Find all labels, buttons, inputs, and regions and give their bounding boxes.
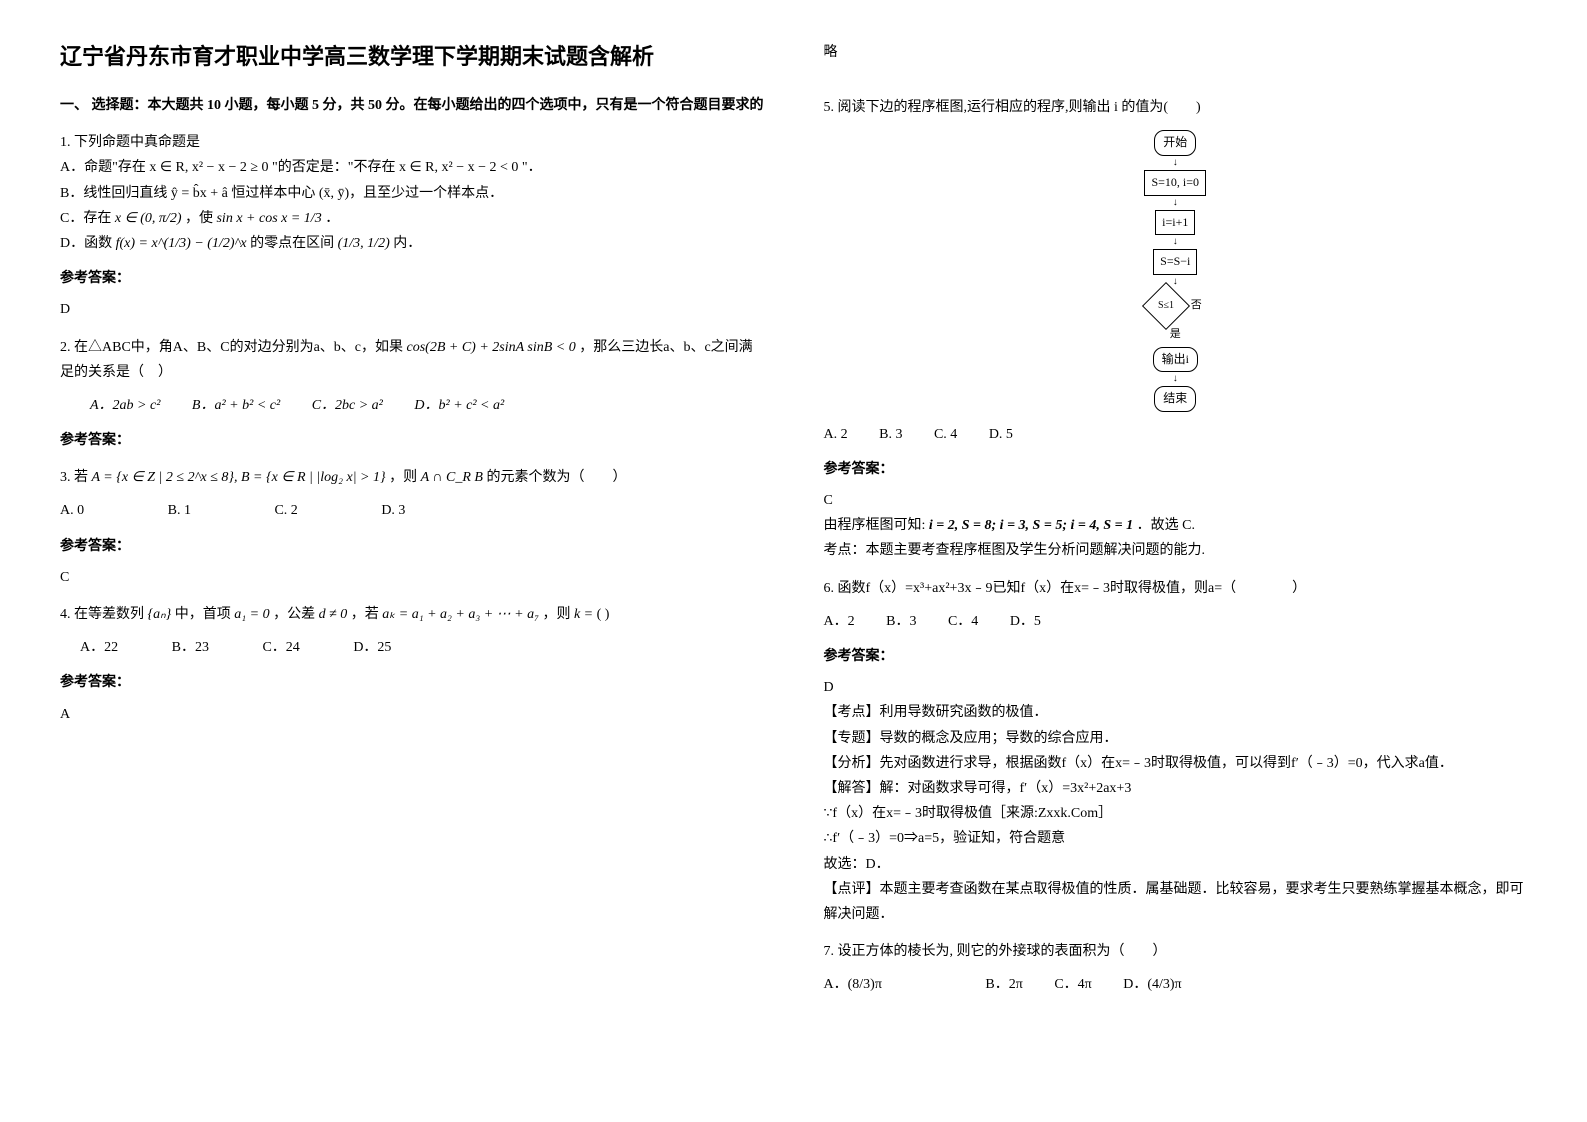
q5-opt-b: B. 3 bbox=[879, 422, 902, 447]
arrow-icon: ↓ bbox=[1173, 158, 1178, 168]
q1-opt-d: D．函数 f(x) = x^(1/3) − (1/2)^x 的零点在区间 (1/… bbox=[60, 231, 764, 256]
q6-opt-b: B．3 bbox=[886, 609, 916, 634]
fc-inc: i=i+1 bbox=[1155, 210, 1195, 236]
q7-opt-d: D．(4/3)π bbox=[1123, 972, 1181, 997]
q2-opt-b: B．a² + b² < c² bbox=[192, 393, 280, 418]
q4-answer: A bbox=[60, 702, 764, 727]
q6-l1: 【考点】利用导数研究函数的极值． bbox=[824, 700, 1528, 725]
q5-options: A. 2 B. 3 C. 4 D. 5 bbox=[824, 422, 1528, 447]
q3-answer-label: 参考答案： bbox=[60, 534, 764, 559]
q2-opt-d: D．b² + c² < a² bbox=[414, 393, 504, 418]
q3-opt-c: C. 2 bbox=[274, 498, 297, 523]
q3-stem: 3. 若 A = {x ∈ Z | 2 ≤ 2^x ≤ 8}, B = {x ∈… bbox=[60, 465, 764, 490]
q6-answer: D bbox=[824, 675, 1528, 700]
q5-stem: 5. 阅读下边的程序框图,运行相应的程序,则输出 i 的值为( ) bbox=[824, 95, 1528, 120]
flowchart: 开始 ↓ S=10, i=0 ↓ i=i+1 ↓ S=S−i ↓ S≤1 否 是… bbox=[824, 130, 1528, 411]
fc-end: 结束 bbox=[1154, 386, 1196, 412]
question-4: 4. 在等差数列 {aₙ} 中，首项 a₁ = 0 ，公差 d ≠ 0 ，若 a… bbox=[60, 602, 764, 727]
question-6: 6. 函数f（x）=x³+ax²+3x﹣9已知f（x）在x=﹣3时取得极值，则a… bbox=[824, 576, 1528, 927]
arrow-icon: ↓ bbox=[1173, 198, 1178, 208]
q6-l5: ∵f（x）在x=﹣3时取得极值［来源:Zxxk.Com］ bbox=[824, 801, 1528, 826]
right-column: 略 5. 阅读下边的程序框图,运行相应的程序,则输出 i 的值为( ) 开始 ↓… bbox=[824, 40, 1528, 1009]
fc-cond: S≤1 bbox=[1142, 282, 1190, 330]
q7-stem: 7. 设正方体的棱长为, 则它的外接球的表面积为（ ） bbox=[824, 939, 1528, 964]
q5-opt-c: C. 4 bbox=[934, 422, 957, 447]
q2-options: A．2ab > c² B．a² + b² < c² C．2bc > a² D．b… bbox=[90, 393, 764, 418]
q6-l7: 故选：D． bbox=[824, 852, 1528, 877]
q7-options: A．(8/3)π B．2π C．4π D．(4/3)π bbox=[824, 972, 1528, 997]
question-7: 7. 设正方体的棱长为, 则它的外接球的表面积为（ ） A．(8/3)π B．2… bbox=[824, 939, 1528, 997]
q6-opt-c: C．4 bbox=[948, 609, 978, 634]
arrow-icon: ↓ bbox=[1173, 277, 1178, 287]
q2-answer-label: 参考答案： bbox=[60, 428, 764, 453]
q3-opt-d: D. 3 bbox=[381, 498, 405, 523]
q5-opt-a: A. 2 bbox=[824, 422, 848, 447]
q5-answer-label: 参考答案： bbox=[824, 457, 1528, 482]
q5-opt-d: D. 5 bbox=[989, 422, 1013, 447]
fc-output: 输出i bbox=[1153, 347, 1198, 373]
fc-start: 开始 bbox=[1154, 130, 1196, 156]
q6-l6: ∴f′（﹣3）=0⇒a=5，验证知，符合题意 bbox=[824, 826, 1528, 851]
section-1-title: 一、 选择题：本大题共 10 小题，每小题 5 分，共 50 分。在每小题给出的… bbox=[60, 93, 764, 118]
q5-note: 考点：本题主要考查程序框图及学生分析问题解决问题的能力. bbox=[824, 538, 1528, 563]
q1-answer: D bbox=[60, 297, 764, 322]
q6-answer-label: 参考答案： bbox=[824, 644, 1528, 669]
q1-opt-b: B．线性回归直线 ŷ = b̂x + â 恒过样本中心 (x̄, ȳ)，且至少过… bbox=[60, 181, 764, 206]
q5-answer: C bbox=[824, 488, 1528, 513]
q3-opt-a: A. 0 bbox=[60, 498, 84, 523]
q6-l4: 【解答】解：对函数求导可得，f′（x）=3x²+2ax+3 bbox=[824, 776, 1528, 801]
q2-opt-c: C．2bc > a² bbox=[312, 393, 383, 418]
arrow-icon: ↓ bbox=[1173, 374, 1178, 384]
q1-opt-a: A．命题"存在 x ∈ R, x² − x − 2 ≥ 0 "的否定是："不存在… bbox=[60, 155, 764, 180]
q4-opt-a: A．22 bbox=[80, 635, 118, 660]
q2-stem: 2. 在△ABC中，角A、B、C的对边分别为a、b、c，如果 cos(2B + … bbox=[60, 335, 764, 385]
q1-answer-label: 参考答案： bbox=[60, 266, 764, 291]
q1-stem: 1. 下列命题中真命题是 bbox=[60, 130, 764, 155]
q6-options: A．2 B．3 C．4 D．5 bbox=[824, 609, 1528, 634]
q3-answer: C bbox=[60, 565, 764, 590]
q4-answer-label: 参考答案： bbox=[60, 670, 764, 695]
fc-yes-label: 是 bbox=[1170, 325, 1181, 345]
question-3: 3. 若 A = {x ∈ Z | 2 ≤ 2^x ≤ 8}, B = {x ∈… bbox=[60, 465, 764, 590]
question-2: 2. 在△ABC中，角A、B、C的对边分别为a、b、c，如果 cos(2B + … bbox=[60, 335, 764, 454]
fc-init: S=10, i=0 bbox=[1144, 170, 1206, 196]
page-title: 辽宁省丹东市育才职业中学高三数学理下学期期末试题含解析 bbox=[60, 40, 764, 73]
q6-stem: 6. 函数f（x）=x³+ax²+3x﹣9已知f（x）在x=﹣3时取得极值，则a… bbox=[824, 576, 1528, 601]
left-column: 辽宁省丹东市育才职业中学高三数学理下学期期末试题含解析 一、 选择题：本大题共 … bbox=[60, 40, 764, 1009]
q6-opt-a: A．2 bbox=[824, 609, 855, 634]
q6-opt-d: D．5 bbox=[1010, 609, 1041, 634]
right-top-note: 略 bbox=[824, 40, 1528, 65]
fc-sub: S=S−i bbox=[1153, 249, 1197, 275]
question-5: 5. 阅读下边的程序框图,运行相应的程序,则输出 i 的值为( ) 开始 ↓ S… bbox=[824, 95, 1528, 563]
q4-opt-c: C．24 bbox=[262, 635, 299, 660]
question-1: 1. 下列命题中真命题是 A．命题"存在 x ∈ R, x² − x − 2 ≥… bbox=[60, 130, 764, 322]
q7-opt-a: A．(8/3)π bbox=[824, 972, 882, 997]
q4-opt-d: D．25 bbox=[353, 635, 391, 660]
q4-opt-b: B．23 bbox=[172, 635, 209, 660]
q6-l3: 【分析】先对函数进行求导，根据函数f（x）在x=﹣3时取得极值，可以得到f′（﹣… bbox=[824, 751, 1528, 776]
q6-l2: 【专题】导数的概念及应用；导数的综合应用． bbox=[824, 726, 1528, 751]
q4-options: A．22 B．23 C．24 D．25 bbox=[80, 635, 764, 660]
q6-l8: 【点评】本题主要考查函数在某点取得极值的性质．属基础题．比较容易，要求考生只要熟… bbox=[824, 877, 1528, 927]
q4-stem: 4. 在等差数列 {aₙ} 中，首项 a₁ = 0 ，公差 d ≠ 0 ，若 a… bbox=[60, 602, 764, 627]
q7-opt-c: C．4π bbox=[1054, 972, 1091, 997]
q2-opt-a: A．2ab > c² bbox=[90, 393, 160, 418]
fc-no-label: 否 bbox=[1191, 296, 1202, 316]
q3-opt-b: B. 1 bbox=[168, 498, 191, 523]
q7-opt-b: B．2π bbox=[985, 972, 1022, 997]
q3-options: A. 0 B. 1 C. 2 D. 3 bbox=[60, 498, 764, 523]
q1-opt-c: C．存在 x ∈ (0, π/2) ，使 sin x + cos x = 1/3… bbox=[60, 206, 764, 231]
q5-explanation: 由程序框图可知: i = 2, S = 8; i = 3, S = 5; i =… bbox=[824, 513, 1528, 538]
arrow-icon: ↓ bbox=[1173, 237, 1178, 247]
